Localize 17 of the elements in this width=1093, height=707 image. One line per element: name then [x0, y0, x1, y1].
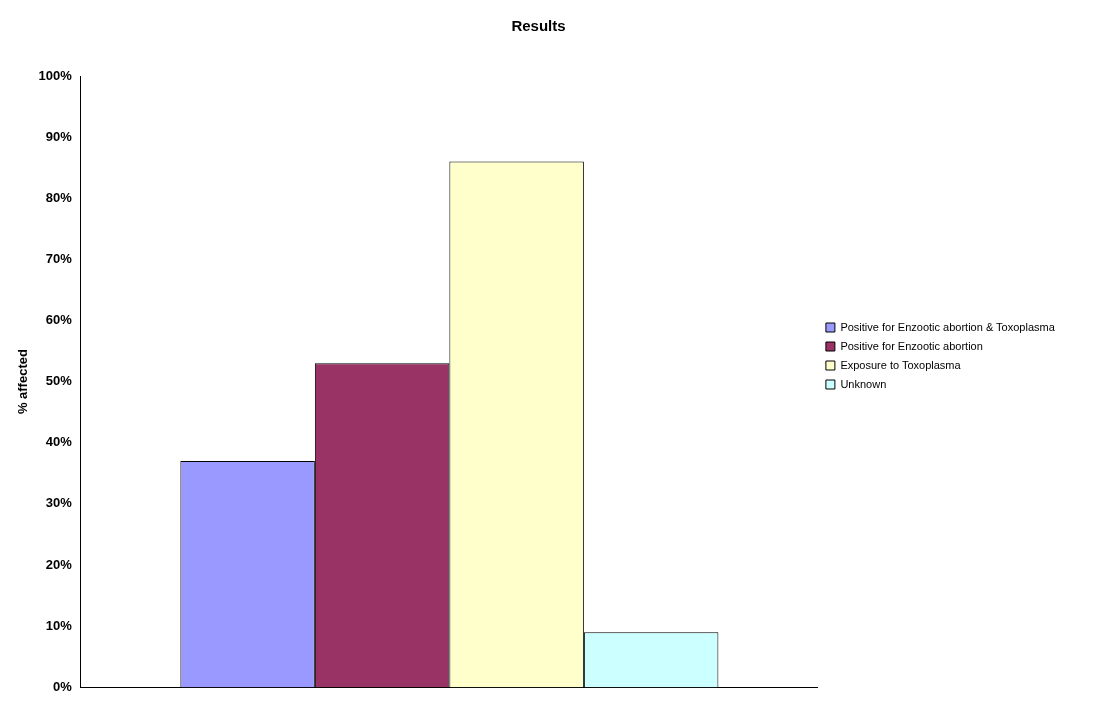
y-axis-title: % affected [15, 349, 31, 415]
y-tick-label: 70% [45, 250, 73, 266]
y-tick-label: 50% [45, 373, 73, 389]
y-tick-label: 40% [45, 434, 73, 450]
y-tick-label: 0% [53, 678, 73, 694]
legend-label: Unknown [840, 377, 887, 390]
legend-label: Exposure to Toxoplasma [840, 358, 962, 371]
chart-title: Results [511, 17, 566, 35]
y-tick-label: 100% [38, 67, 73, 83]
y-tick-label: 30% [45, 495, 73, 511]
y-tick-label: 80% [45, 189, 73, 205]
y-tick-label: 20% [45, 556, 73, 572]
legend-label: Positive for Enzootic abortion & Toxoplasma [840, 320, 1056, 333]
y-tick-label: 90% [45, 128, 73, 144]
y-tick-label: 60% [45, 312, 73, 328]
y-tick-label: 10% [45, 617, 73, 633]
legend-label: Positive for Enzootic abortion [840, 339, 983, 352]
